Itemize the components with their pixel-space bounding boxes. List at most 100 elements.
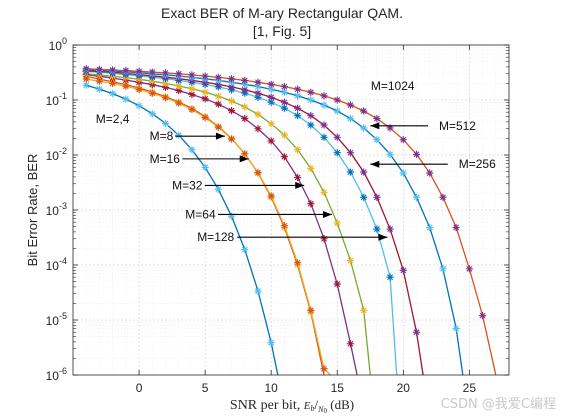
annotation-arrows — [175, 122, 448, 241]
series-marker — [82, 65, 90, 73]
series-marker — [188, 71, 196, 79]
series-marker — [320, 188, 328, 196]
y-tick-label: 10-4 — [46, 256, 67, 273]
series-marker — [175, 131, 183, 139]
series-marker — [227, 97, 236, 105]
series-marker — [188, 90, 196, 99]
x-tick-label: 15 — [331, 381, 345, 395]
annotation-arrow-head — [322, 210, 332, 218]
series-marker — [175, 87, 183, 95]
series-marker — [227, 107, 236, 115]
series-marker — [254, 110, 262, 118]
series-marker — [82, 75, 90, 83]
series-marker — [426, 223, 434, 232]
series-marker — [214, 80, 222, 89]
series-marker — [148, 89, 156, 97]
series-marker — [346, 168, 355, 176]
series-marker — [320, 101, 328, 109]
series-marker — [307, 121, 315, 129]
series-marker — [201, 163, 209, 172]
x-tick-label: 10 — [265, 381, 279, 395]
series-marker — [373, 225, 381, 233]
series-marker — [241, 76, 249, 85]
series-marker — [320, 121, 328, 129]
series-marker — [439, 265, 447, 273]
series-marker — [280, 131, 288, 139]
series-marker — [254, 125, 262, 133]
series-marker — [360, 124, 368, 132]
series-marker — [175, 82, 183, 90]
series-marker — [333, 133, 341, 141]
y-tick-label: 10-2 — [46, 146, 67, 163]
series-marker — [241, 80, 249, 88]
series-marker — [148, 68, 156, 76]
y-tick-label: 10-5 — [46, 311, 67, 328]
series-marker — [280, 153, 288, 161]
series-marker — [373, 114, 381, 123]
series-marker — [346, 340, 355, 348]
series-marker — [294, 112, 302, 120]
annotation-arrow-head — [239, 155, 249, 163]
series-marker — [386, 273, 394, 281]
series-marker — [320, 133, 328, 141]
y-axis-label: Bit Error Rate, BER — [25, 154, 40, 267]
major-grid — [73, 45, 509, 375]
series-marker — [241, 103, 249, 111]
series-marker — [161, 69, 170, 77]
chart-subtitle: [1, Fig. 5] — [253, 23, 311, 39]
annotation-label: M=2,4 — [96, 112, 130, 126]
series-marker — [109, 79, 117, 88]
annotations: M=1024 M=2,4 M=512 M=8 M=256 M=16 M=32 M… — [96, 79, 496, 244]
series-marker — [214, 73, 222, 81]
series-marker — [426, 169, 434, 177]
series-marker — [346, 114, 355, 123]
series-marker — [267, 120, 275, 128]
x-axis-label: SNR per bit, Eb/N0 (dB) — [230, 397, 354, 415]
series-marker — [161, 83, 170, 91]
series-marker — [307, 96, 315, 104]
series-marker — [267, 80, 275, 88]
annotation-label: M=8 — [150, 129, 174, 143]
series-marker — [214, 123, 222, 131]
series-marker — [241, 86, 249, 94]
series-marker — [280, 222, 288, 230]
series-marker — [267, 93, 275, 101]
series-marker — [188, 105, 196, 114]
annotation-label: M=32 — [172, 178, 203, 192]
annotation-label: M=1024 — [371, 79, 415, 93]
series-marker — [307, 88, 315, 96]
series-marker — [188, 146, 196, 154]
series-marker — [294, 104, 302, 112]
series-marker — [95, 77, 104, 85]
series-marker — [412, 328, 421, 336]
series-marker — [135, 102, 143, 110]
y-tick-label: 10-1 — [46, 91, 67, 108]
series-marker — [241, 245, 249, 254]
series-marker — [373, 136, 381, 144]
watermark: CSDN @我爱C编程 — [441, 397, 556, 412]
series-marker — [452, 324, 460, 333]
series-marker — [214, 92, 222, 100]
series-line — [86, 84, 279, 376]
series-marker — [267, 339, 275, 347]
annotation-arrow-head — [215, 132, 225, 140]
series-marker — [254, 168, 262, 177]
series-marker — [412, 150, 421, 158]
annotation-label: M=16 — [150, 152, 181, 166]
series-marker — [82, 81, 90, 89]
series-marker — [399, 266, 407, 274]
series-marker — [95, 65, 104, 74]
series-marker — [360, 193, 368, 201]
series-marker — [175, 99, 183, 107]
series-marker — [360, 306, 368, 314]
series-marker — [333, 149, 341, 157]
series-marker — [175, 70, 183, 78]
series-marker — [465, 265, 473, 273]
series-marker — [122, 95, 130, 103]
series-marker — [148, 77, 156, 85]
annotation-arrow-head — [378, 233, 388, 241]
series-marker — [254, 78, 262, 86]
series-markers — [82, 65, 487, 373]
series-marker — [201, 113, 209, 122]
